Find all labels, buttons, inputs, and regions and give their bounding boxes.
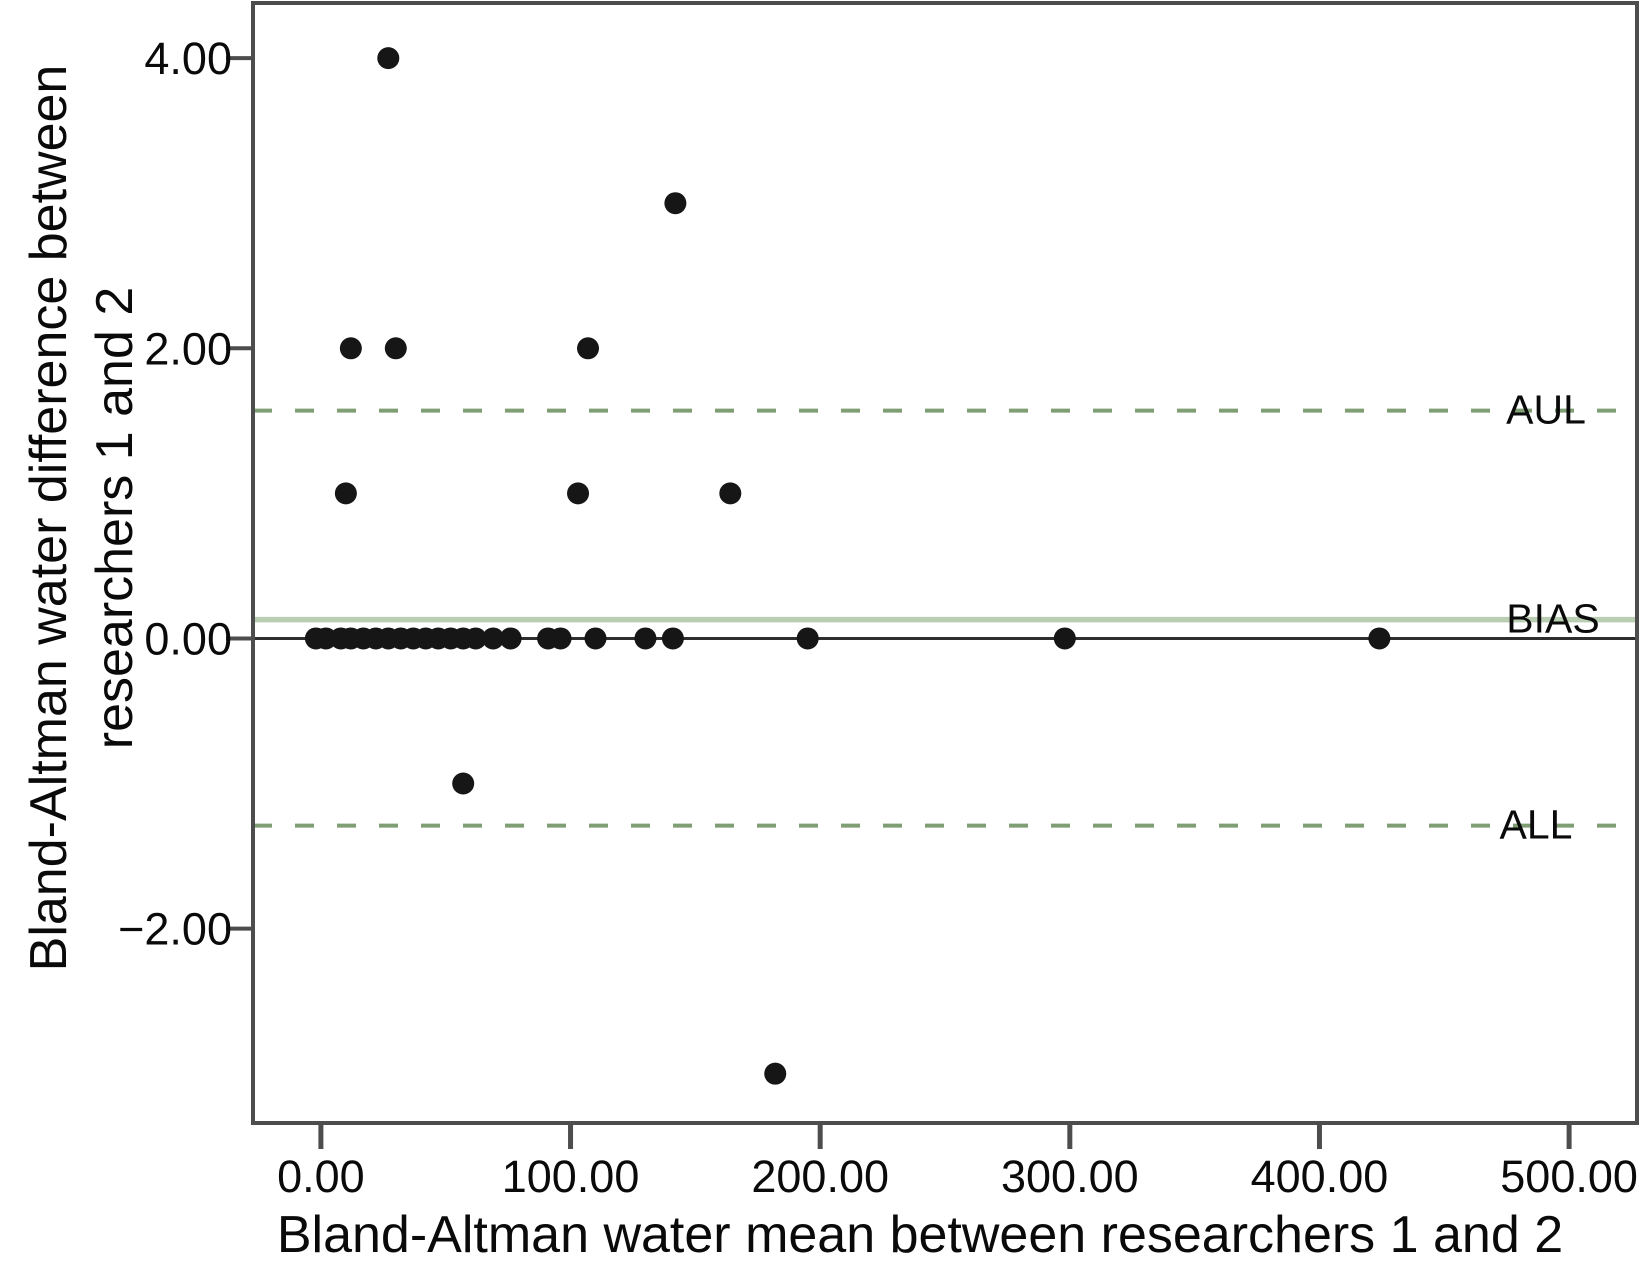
y-tick-label: 0.00 xyxy=(144,613,232,664)
data-point xyxy=(549,627,572,650)
x-axis-title: Bland-Altman water mean between research… xyxy=(277,1206,1563,1264)
x-tick-label: 100.00 xyxy=(502,1151,640,1202)
data-point xyxy=(764,1062,787,1085)
reference-line-label-aul: AUL xyxy=(1506,387,1586,433)
data-point xyxy=(664,192,687,215)
data-point xyxy=(719,482,742,505)
y-tick-label: 2.00 xyxy=(144,323,232,374)
data-point xyxy=(796,627,819,650)
data-point xyxy=(584,627,607,650)
y-axis-title-line1: Bland-Altman water difference between xyxy=(20,65,78,972)
reference-line-label-all: ALL xyxy=(1500,802,1573,848)
data-point xyxy=(384,337,407,360)
data-point xyxy=(1368,627,1391,650)
data-point xyxy=(464,627,487,650)
data-point xyxy=(377,47,400,70)
y-axis-title-line2: researchers 1 and 2 xyxy=(86,287,144,750)
data-point xyxy=(339,337,362,360)
data-point xyxy=(1053,627,1076,650)
chart-generated-layer: 0.00 100.00 200.00 300.00 400.00 500.00 4.00 2.… xyxy=(118,1,1639,1202)
data-point xyxy=(577,337,600,360)
data-point xyxy=(499,627,522,650)
x-tick-label: 300.00 xyxy=(1001,1151,1139,1202)
y-tick-label: −2.00 xyxy=(118,904,232,955)
x-tick-label: 500.00 xyxy=(1500,1151,1638,1202)
x-tick-label: 0.00 xyxy=(277,1151,365,1202)
data-point xyxy=(567,482,590,505)
data-point xyxy=(334,482,357,505)
data-point xyxy=(634,627,657,650)
data-point xyxy=(452,772,475,795)
y-tick-label: 4.00 xyxy=(144,33,232,84)
data-point xyxy=(482,627,505,650)
data-point xyxy=(661,627,684,650)
x-tick-label: 200.00 xyxy=(751,1151,889,1202)
plot-frame xyxy=(251,1,1639,1125)
reference-line-label-bias: BIAS xyxy=(1506,596,1599,642)
x-tick-label: 400.00 xyxy=(1251,1151,1389,1202)
